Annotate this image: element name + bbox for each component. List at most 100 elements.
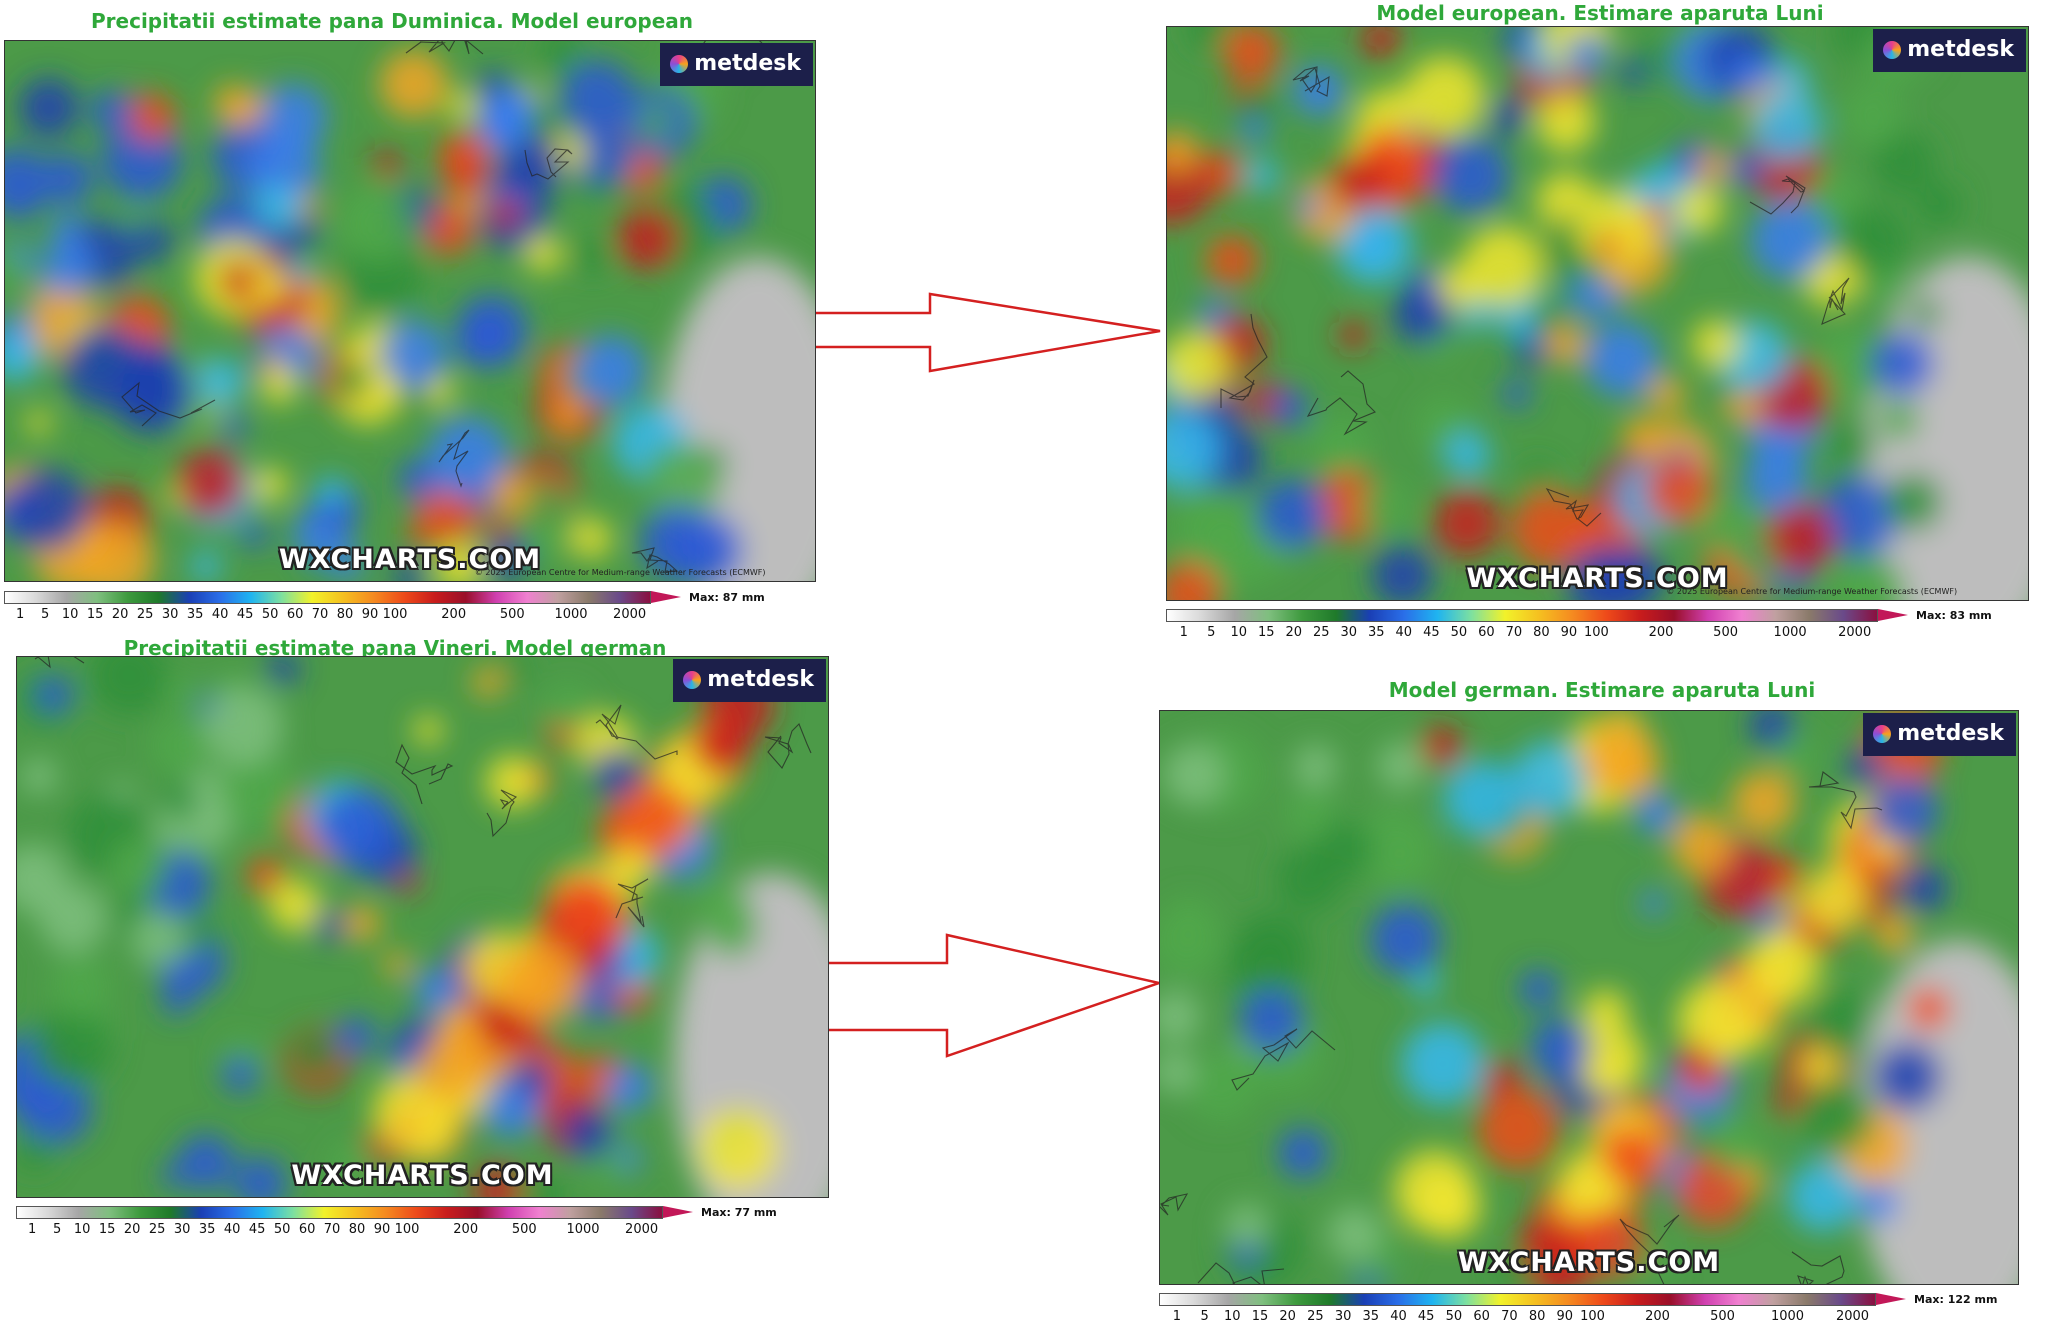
precip-blob <box>435 542 483 581</box>
precip-blob <box>175 449 245 519</box>
panel-title: Precipitatii estimate pana Duminica. Mod… <box>91 9 693 33</box>
precip-layer <box>5 41 815 581</box>
precip-blob <box>619 962 647 989</box>
precip-blob <box>393 561 426 581</box>
legend-label: 25 <box>136 607 154 622</box>
precip-blob <box>1369 903 1442 975</box>
legend-label: 200 <box>441 607 467 622</box>
credit: © 2025 European Centre for Medium-range … <box>1666 587 1958 596</box>
border-line <box>631 547 679 573</box>
precip-blob <box>1433 489 1501 558</box>
precip-blob <box>379 49 448 119</box>
precip-blob <box>1276 846 1342 913</box>
precip-blob <box>373 149 402 178</box>
legend-label: 1 <box>1179 625 1188 640</box>
border-line <box>1808 771 1883 830</box>
brand-logo <box>1883 41 1902 59</box>
legend-label: 60 <box>286 607 304 622</box>
legend-label: 90 <box>1560 625 1578 640</box>
precip-blob <box>126 92 176 142</box>
precip-blob <box>1676 1042 1709 1075</box>
precip-blob <box>413 968 457 1012</box>
precip-blob <box>233 1156 288 1197</box>
precip-blob <box>220 412 248 439</box>
border-line <box>1791 1251 1845 1284</box>
precip-blob <box>1330 154 1388 212</box>
precip-blob <box>1635 792 1677 835</box>
legend-label: 20 <box>111 607 129 622</box>
legend: 1 5 10 15 20 25 30 35 40 45 50 60 70 80 90 100 200 500 100… <box>4 591 765 625</box>
precip-blob <box>199 358 245 404</box>
legend-bar <box>1166 609 1878 622</box>
max-label: Max: 77 mm <box>701 1206 777 1219</box>
precip-blob <box>1233 86 1278 131</box>
precip-blob <box>1295 194 1321 220</box>
legend-label: 1000 <box>554 607 588 622</box>
precip-blob <box>202 685 284 767</box>
borders <box>1220 66 1850 527</box>
precip-blob <box>1160 990 1201 1043</box>
map-panel: metdesk WXCHARTS.COM © 2025 European Centr… <box>1166 26 2029 601</box>
brand-logo <box>683 671 702 689</box>
legend-label: 500 <box>1710 1309 1735 1324</box>
brand-badge: metdesk <box>1873 29 2026 72</box>
brand-text: metdesk <box>1907 37 2014 62</box>
precip-blob <box>344 905 381 942</box>
precip-blob <box>90 89 134 133</box>
legend-label: 50 <box>273 1222 291 1237</box>
legend: 1 5 10 15 20 25 30 35 40 45 50 60 70 80 90 100 200 500 100… <box>16 1206 777 1240</box>
legend-label: 200 <box>1645 1309 1670 1324</box>
borders <box>1160 771 1883 1284</box>
legend-label: 20 <box>1279 1309 1296 1324</box>
legend-label: 20 <box>123 1222 141 1237</box>
legend-label: 40 <box>223 1222 241 1237</box>
precip-blob <box>616 207 680 271</box>
precip-blob <box>1802 868 1867 933</box>
precip-blob <box>1364 127 1404 166</box>
precip-blob <box>1731 56 1768 92</box>
border-line <box>1619 1214 1680 1284</box>
watermark: WXCHARTS.COM <box>278 544 542 575</box>
legend-label: 30 <box>1340 625 1358 640</box>
border-line <box>1231 1028 1336 1091</box>
border-line <box>1197 1262 1285 1284</box>
border-line <box>615 878 649 928</box>
precip-blob <box>551 399 585 433</box>
precip-blob <box>623 784 693 854</box>
precip-blob <box>1798 1078 1875 1154</box>
legend-label: 15 <box>1251 1309 1269 1324</box>
precip-blob <box>1638 41 1676 80</box>
precip-blob <box>130 909 188 968</box>
legend-label: 50 <box>261 607 279 622</box>
map-panel: metdesk WXCHARTS.COM <box>1159 710 2019 1285</box>
precip-blob <box>1751 90 1822 162</box>
legend-label: 45 <box>1417 1309 1435 1324</box>
precip-blob <box>1163 743 1226 806</box>
precip-blob <box>261 274 289 302</box>
precip-blob <box>1512 741 1589 818</box>
precip-blob <box>1327 1207 1382 1261</box>
border-line <box>1749 175 1806 215</box>
precip-blob <box>1335 207 1413 285</box>
precip-blob <box>573 236 611 274</box>
precip-blob <box>1528 298 1566 336</box>
legend-label: 1000 <box>566 1222 600 1237</box>
precip-blob <box>414 1036 484 1106</box>
precip-blob <box>5 147 51 216</box>
legend-label: 90 <box>373 1222 391 1237</box>
max-label: Max: 83 mm <box>1916 609 1992 622</box>
precip-blob <box>1167 408 1221 490</box>
precip-blob <box>42 239 96 293</box>
legend-label: 70 <box>1501 1309 1518 1324</box>
precip-blob <box>1877 399 1920 442</box>
precip-blob <box>1836 205 1908 277</box>
precip-layer <box>1167 27 2028 600</box>
precip-blob <box>267 657 300 685</box>
precip-blob <box>427 416 510 498</box>
brand-badge: metdesk <box>1863 713 2016 756</box>
precip-blob <box>1358 480 1411 533</box>
precip-blob <box>328 1142 371 1185</box>
watermark: WXCHARTS.COM <box>291 1160 554 1191</box>
precip-blob <box>261 368 298 404</box>
precip-blob <box>1872 1041 1942 1112</box>
